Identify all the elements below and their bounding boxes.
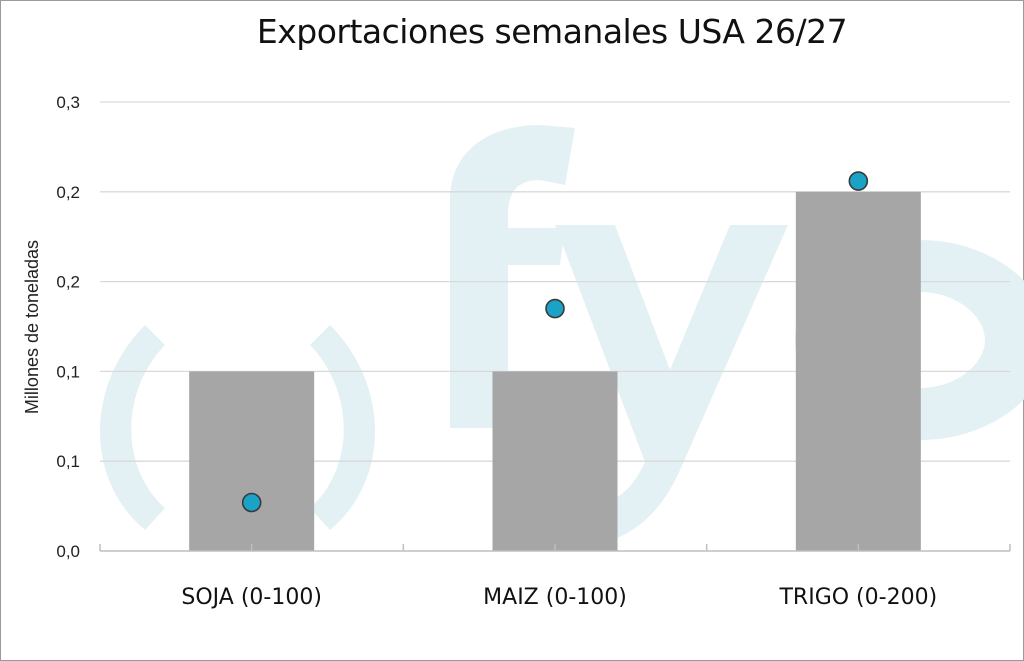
y-tick-label: 0,2 [56,183,80,202]
data-point [848,171,869,191]
y-axis-ticks: 0,0 0,1 0,1 0,2 0,2 0,3 [56,93,80,561]
data-point [545,298,565,319]
x-axis [99,544,1011,552]
x-category-label: MAIZ (0-100) [483,585,627,610]
marker-series [241,171,869,513]
bar-series [189,191,921,552]
x-category-label: SOJA (0-100) [181,585,322,610]
y-tick-label: 0,1 [56,362,80,381]
watermark-letter-y [555,225,788,545]
data-point [241,492,262,513]
bar [492,371,618,551]
y-tick-label: 0,2 [56,273,80,292]
bar [795,191,921,552]
chart-title: Exportaciones semanales USA 26/27 [256,12,848,51]
x-axis-categories: SOJA (0-100) MAIZ (0-100) TRIGO (0-200) [181,585,937,610]
bar [189,371,315,551]
watermark-letter-f [450,125,575,428]
y-tick-label: 0,0 [56,542,80,561]
watermark-arc-right [310,325,375,530]
x-category-label: TRIGO (0-200) [778,585,937,610]
y-tick-label: 0,3 [56,93,80,112]
y-tick-label: 0,1 [56,452,80,471]
y-axis-label: Millones de toneladas [22,240,42,414]
watermark-arc-left [100,325,165,530]
